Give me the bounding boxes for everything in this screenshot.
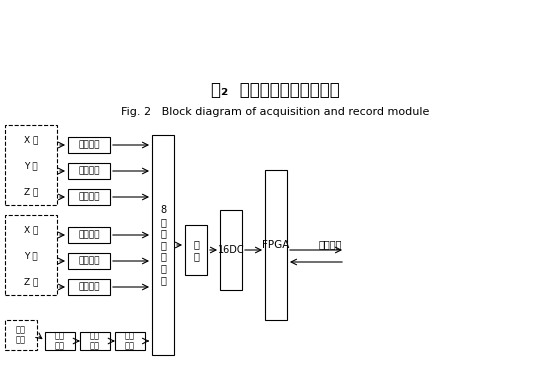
FancyBboxPatch shape — [115, 332, 145, 350]
Text: Y 轴: Y 轴 — [24, 252, 38, 261]
Text: 跟随
调理: 跟随 调理 — [125, 331, 135, 351]
Text: 到存储器: 到存储器 — [318, 239, 342, 249]
FancyBboxPatch shape — [68, 137, 110, 153]
Bar — [5, 320, 37, 350]
Text: Z 轴: Z 轴 — [24, 277, 38, 287]
FancyBboxPatch shape — [80, 332, 110, 350]
Text: X 轴: X 轴 — [24, 225, 38, 234]
FancyBboxPatch shape — [68, 253, 110, 269]
FancyBboxPatch shape — [68, 163, 110, 179]
Text: Y 轴: Y 轴 — [24, 162, 38, 171]
FancyBboxPatch shape — [68, 227, 110, 243]
Text: 跟
随: 跟 随 — [193, 239, 199, 261]
Text: 分压跟随: 分压跟随 — [78, 166, 100, 176]
Text: 8
通
道
模
拟
开
关: 8 通 道 模 拟 开 关 — [160, 205, 166, 285]
Text: 飞机
电压: 飞机 电压 — [16, 325, 26, 345]
Text: 分压跟随: 分压跟随 — [78, 256, 100, 266]
Text: FPGA: FPGA — [262, 240, 290, 250]
Text: Fig. 2   Block diagram of acquisition and record module: Fig. 2 Block diagram of acquisition and … — [121, 107, 429, 117]
Text: Z 轴: Z 轴 — [24, 187, 38, 196]
FancyBboxPatch shape — [152, 135, 174, 355]
Text: 图₂  采集记录模块组成框图: 图₂ 采集记录模块组成框图 — [211, 81, 339, 99]
Text: 分压
跟随: 分压 跟随 — [55, 331, 65, 351]
Text: 线性
光耦: 线性 光耦 — [90, 331, 100, 351]
Text: 16DC: 16DC — [218, 245, 244, 255]
Text: 分压跟随: 分压跟随 — [78, 141, 100, 149]
FancyBboxPatch shape — [220, 210, 242, 290]
FancyBboxPatch shape — [68, 189, 110, 205]
Text: X 轴: X 轴 — [24, 136, 38, 144]
Text: 分压跟随: 分压跟随 — [78, 231, 100, 239]
Text: 分压跟随: 分压跟随 — [78, 282, 100, 291]
Bar — [5, 125, 57, 205]
FancyBboxPatch shape — [265, 170, 287, 320]
Bar — [5, 215, 57, 295]
FancyBboxPatch shape — [185, 225, 207, 275]
Text: 分压跟随: 分压跟随 — [78, 193, 100, 201]
FancyBboxPatch shape — [68, 279, 110, 295]
FancyBboxPatch shape — [45, 332, 75, 350]
